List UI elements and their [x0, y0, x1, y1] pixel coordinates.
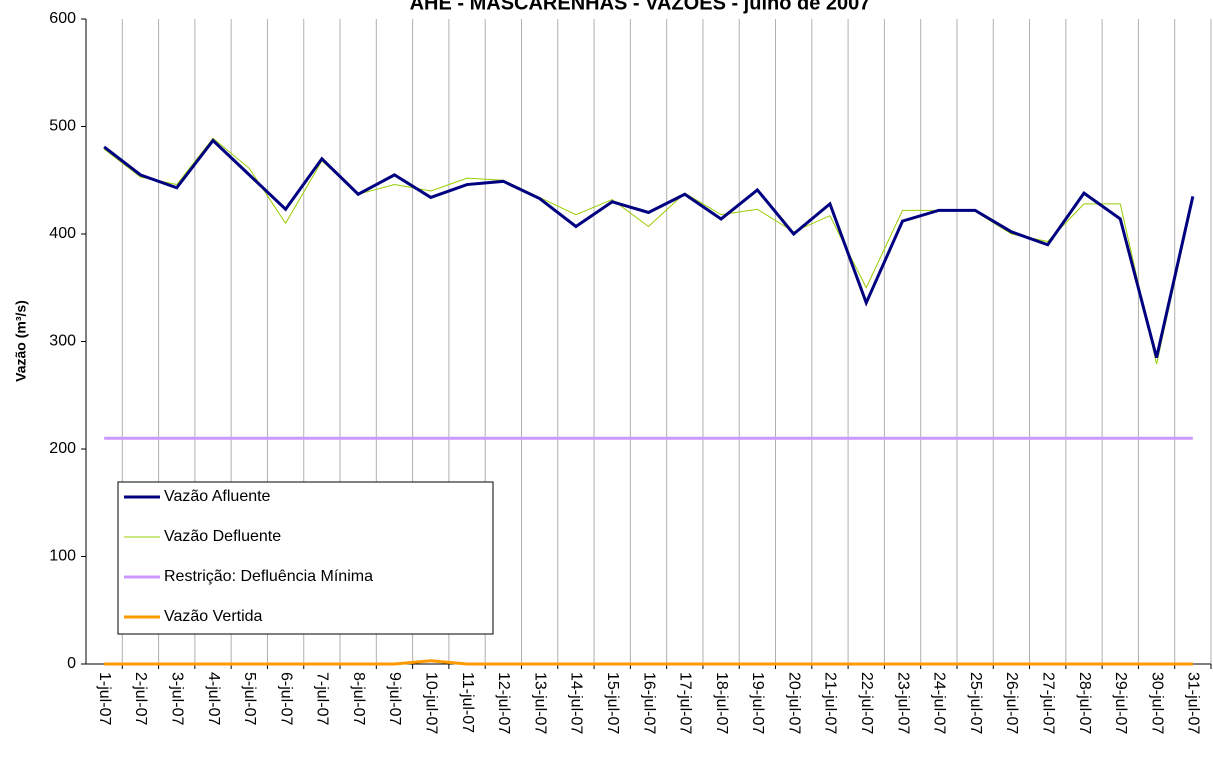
- x-tick-label: 4-jul-07: [205, 672, 222, 725]
- x-tick-label: 8-jul-07: [350, 672, 367, 725]
- x-tick-label: 28-jul-07: [1076, 672, 1093, 734]
- y-tick-label: 400: [49, 225, 76, 242]
- x-tick-label: 9-jul-07: [386, 672, 403, 725]
- x-tick-label: 23-jul-07: [894, 672, 911, 734]
- y-tick-label: 500: [49, 118, 76, 135]
- x-tick-label: 21-jul-07: [822, 672, 839, 734]
- x-tick-label: 15-jul-07: [604, 672, 621, 734]
- legend-label: Restrição: Defluência Mínima: [164, 568, 373, 585]
- x-tick-label: 26-jul-07: [1003, 672, 1020, 734]
- legend-label: Vazão Vertida: [164, 608, 263, 625]
- series-line: [103, 137, 1194, 365]
- x-tick-label: 2-jul-07: [132, 672, 149, 725]
- x-tick-label: 3-jul-07: [168, 672, 185, 725]
- x-tick-label: 6-jul-07: [277, 672, 294, 725]
- x-tick-label: 24-jul-07: [931, 672, 948, 734]
- x-tick-label: 14-jul-07: [568, 672, 585, 734]
- x-tick-label: 1-jul-07: [96, 672, 113, 725]
- x-tick-label: 30-jul-07: [1148, 672, 1165, 734]
- x-tick-label: 18-jul-07: [713, 672, 730, 734]
- x-tick-label: 11-jul-07: [459, 672, 476, 733]
- y-tick-label: 0: [67, 655, 76, 672]
- legend-box: [117, 481, 494, 635]
- x-tick-label: 17-jul-07: [677, 672, 694, 734]
- series-line: [103, 138, 1195, 359]
- x-tick-label: 7-jul-07: [314, 672, 331, 725]
- y-tick-label: 300: [49, 333, 76, 350]
- chart-title: AHE - MASCARENHAS - VAZÕES - julho de 20…: [410, 0, 871, 14]
- x-tick-label: 10-jul-07: [423, 672, 440, 734]
- series-line: [104, 659, 1193, 666]
- x-tick-label: 5-jul-07: [241, 672, 258, 725]
- x-tick-label: 20-jul-07: [785, 672, 802, 734]
- y-axis-label: Vazão (m³/s): [13, 300, 29, 382]
- x-tick-label: 29-jul-07: [1112, 672, 1129, 734]
- y-tick-label: 100: [49, 548, 76, 565]
- legend-label: Vazão Afluente: [164, 488, 271, 505]
- x-tick-label: 25-jul-07: [967, 672, 984, 734]
- x-tick-label: 13-jul-07: [531, 672, 548, 734]
- x-tick-label: 12-jul-07: [495, 672, 512, 734]
- x-tick-label: 31-jul-07: [1185, 672, 1202, 734]
- x-tick-label: 27-jul-07: [1039, 672, 1056, 734]
- legend-label: Vazão Defluente: [164, 528, 281, 545]
- y-tick-label: 200: [49, 440, 76, 457]
- x-tick-label: 16-jul-07: [640, 672, 657, 734]
- x-tick-label: 19-jul-07: [749, 672, 766, 734]
- x-tick-label: 22-jul-07: [858, 672, 875, 734]
- y-tick-label: 600: [49, 10, 76, 27]
